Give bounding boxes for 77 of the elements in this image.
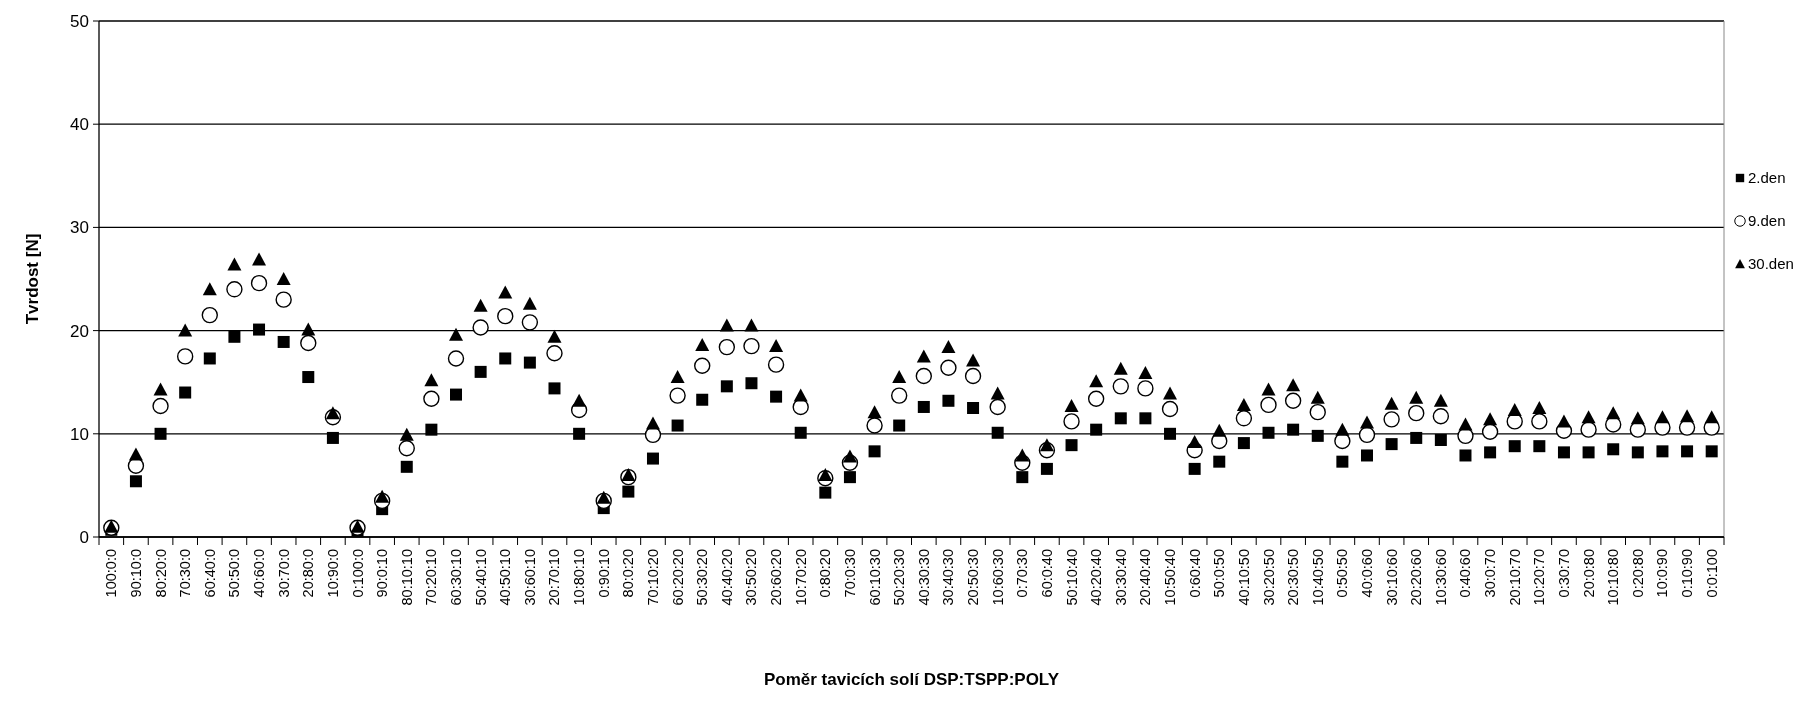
x-tick-label: 20:80:0: [300, 549, 317, 598]
x-tick-label: 40:20:40: [1088, 549, 1105, 606]
x-tick-label: 30:30:40: [1112, 549, 1129, 606]
x-tick-label: 40:50:10: [497, 549, 514, 606]
x-tick-label: 30:20:50: [1260, 549, 1277, 606]
x-tick-label: 0:80:20: [817, 549, 834, 598]
x-tick-label: 10:20:70: [1531, 549, 1548, 606]
x-tick-label: 30:10:60: [1383, 549, 1400, 606]
x-tick-label: 80:0:20: [620, 549, 637, 598]
x-tick-label: 20:10:70: [1506, 549, 1523, 606]
x-tick-label: 10:10:80: [1605, 549, 1622, 606]
x-tick-label: 10:50:40: [1162, 549, 1179, 606]
x-tick-label: 20:40:40: [1137, 549, 1154, 606]
x-tick-label: 60:30:10: [448, 549, 465, 606]
x-tick-label: 30:70:0: [275, 549, 292, 598]
x-tick-label: 0:60:40: [1186, 549, 1203, 598]
x-tick-label: 10:30:60: [1432, 549, 1449, 606]
y-tick-label: 30: [70, 218, 89, 238]
x-tick-label: 70:20:10: [423, 549, 440, 606]
x-tick-label: 30:0:70: [1482, 549, 1499, 598]
x-tick-label: 10:80:10: [571, 549, 588, 606]
x-tick-label: 60:20:20: [669, 549, 686, 606]
x-tick-label: 0:20:80: [1629, 549, 1646, 598]
x-tick-label: 90:0:10: [374, 549, 391, 598]
x-tick-label: 50:20:30: [891, 549, 908, 606]
x-tick-label: 10:0:90: [1654, 549, 1671, 598]
x-tick-label: 50:40:10: [472, 549, 489, 606]
y-tick-label: 20: [70, 321, 89, 341]
x-tick-label: 20:50:30: [965, 549, 982, 606]
x-tick-label: 10:40:50: [1309, 549, 1326, 606]
x-tick-label: 40:30:30: [915, 549, 932, 606]
x-tick-label: 40:10:50: [1235, 549, 1252, 606]
x-tick-label: 30:40:30: [940, 549, 957, 606]
legend-label: 2.den: [1748, 169, 1786, 187]
x-tick-label: 0:40:60: [1457, 549, 1474, 598]
y-axis-title: Tvrdost [N]: [23, 233, 42, 325]
x-tick-label: 30:60:10: [521, 549, 538, 606]
x-tick-label: 70:10:20: [644, 549, 661, 606]
x-tick-label: 10:70:20: [792, 549, 809, 606]
x-tick-label: 10:90:0: [324, 549, 341, 598]
x-tick-label: 20:0:80: [1580, 549, 1597, 598]
legend-label: 9.den: [1748, 212, 1786, 230]
x-tick-label: 40:40:20: [718, 549, 735, 606]
x-tick-label: 80:20:0: [152, 549, 169, 598]
x-tick-label: 30:50:20: [743, 549, 760, 606]
x-tick-label: 50:10:40: [1063, 549, 1080, 606]
x-tick-label: 40:0:60: [1358, 549, 1375, 598]
x-tick-label: 70:30:0: [177, 549, 194, 598]
y-tick-label: 10: [70, 424, 89, 444]
x-tick-label: 0:70:30: [1014, 549, 1031, 598]
x-tick-label: 10:60:30: [989, 549, 1006, 606]
y-tick-label: 0: [79, 527, 89, 547]
x-tick-label: 20:20:60: [1408, 549, 1425, 606]
x-tick-label: 50:50:0: [226, 549, 243, 598]
x-tick-label: 20:60:20: [768, 549, 785, 606]
x-tick-label: 0:0:100: [1703, 549, 1720, 598]
x-tick-label: 60:10:30: [866, 549, 883, 606]
y-tick-label: 50: [70, 11, 89, 31]
x-axis-title: Poměr tavicích solí DSP:TSPP:POLY: [763, 670, 1060, 689]
x-tick-label: 0:30:70: [1555, 549, 1572, 598]
x-tick-label: 40:60:0: [251, 549, 268, 598]
x-tick-label: 0:10:90: [1679, 549, 1696, 598]
x-tick-label: 20:30:50: [1285, 549, 1302, 606]
x-tick-label: 0:50:50: [1334, 549, 1351, 598]
x-tick-label: 80:10:10: [398, 549, 415, 606]
x-tick-label: 20:70:10: [546, 549, 563, 606]
x-tick-label: 0:100:0: [349, 549, 366, 598]
x-tick-label: 70:0:30: [841, 549, 858, 598]
x-tick-label: 90:10:0: [127, 549, 144, 598]
y-tick-label: 40: [70, 115, 89, 135]
x-tick-label: 0:90:10: [595, 549, 612, 598]
x-tick-label: 60:40:0: [201, 549, 218, 598]
x-tick-label: 50:0:50: [1211, 549, 1228, 598]
x-tick-label: 100:0:0: [103, 549, 120, 598]
x-tick-label: 60:0:40: [1038, 549, 1055, 598]
legend-label: 30.den: [1748, 255, 1794, 273]
x-tick-label: 50:30:20: [694, 549, 711, 606]
